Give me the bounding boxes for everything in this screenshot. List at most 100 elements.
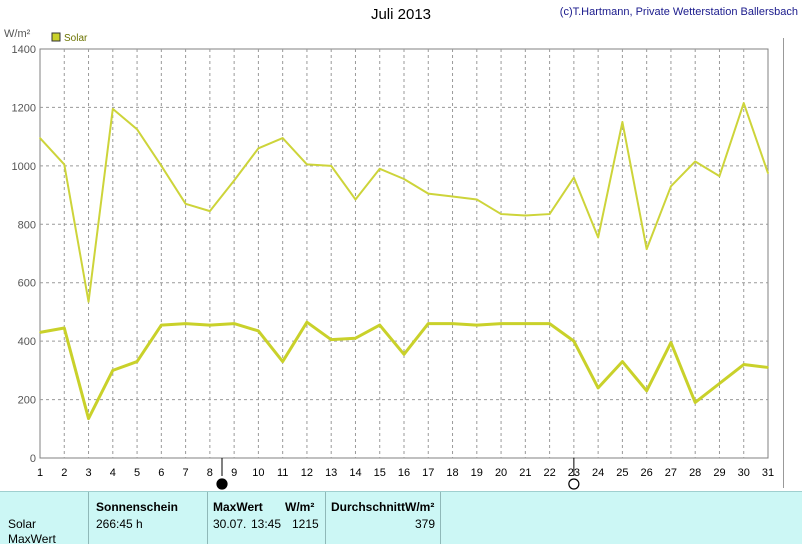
data-point-max [621,121,624,123]
max-date: 30.07. [213,517,247,531]
x-tick-label: 14 [349,467,361,479]
data-point-max [39,137,41,139]
x-tick-label: 26 [641,467,653,479]
x-tick-label: 12 [301,467,313,479]
stats-panel: Sonnenschein MaxWert W/m² DurchschnittW/… [0,491,802,546]
open-circle-marker [568,478,580,490]
x-tick-label: 19 [471,467,483,479]
x-tick-label: 1 [37,467,43,479]
x-tick-label: 5 [134,467,140,479]
filled-circle-marker [216,478,228,490]
data-point-max [63,163,66,166]
data-point-avg [718,382,721,385]
data-point-avg [378,324,381,326]
x-tick-label: 20 [495,467,507,479]
x-tick-label: 10 [252,467,264,479]
data-point-avg [209,324,211,326]
header-durchschnitt: DurchschnittW/m² [331,500,435,514]
row-label-solar: Solar [8,517,37,531]
data-point-max [354,198,357,201]
data-point-max [597,236,599,239]
data-point-avg [767,366,769,369]
column-divider [325,492,326,544]
data-point-avg [427,322,430,325]
data-point-avg [694,401,696,404]
x-tick-label: 3 [85,467,91,479]
data-point-max [524,214,527,217]
data-point-max [573,176,575,179]
data-point-max [670,185,672,188]
data-point-avg [184,322,187,325]
data-point-max [767,172,769,174]
data-point-avg [742,363,745,366]
x-tick-label: 2 [61,467,67,479]
data-point-avg [136,360,138,363]
x-tick-label: 7 [183,467,189,479]
y-tick-label: 800 [18,219,36,231]
data-point-avg [257,330,260,332]
x-tick-label: 15 [374,467,386,479]
data-point-max [306,163,308,166]
data-point-max [451,195,454,198]
data-point-max [160,165,163,167]
x-tick-label: 29 [713,467,725,479]
data-point-avg [670,341,672,344]
data-point-max [378,167,381,170]
x-tick-label: 24 [592,467,604,479]
x-tick-label: 25 [616,467,628,479]
data-point-avg [39,331,41,334]
data-point-avg [403,353,405,356]
data-point-avg [306,321,308,323]
x-tick-label: 21 [519,467,531,479]
legend-label: Solar [64,33,88,44]
avg-value: 379 [415,517,436,531]
x-tick-label: 6 [158,467,164,479]
data-point-avg [354,337,357,340]
y-tick-label: 400 [18,336,36,348]
column-divider [207,492,208,544]
data-point-max [500,213,502,215]
data-point-avg [281,360,284,363]
y-tick-label: 1400 [12,44,36,56]
scrollbar[interactable] [783,38,794,488]
data-point-max [184,203,187,205]
column-divider [88,492,89,544]
data-point-max [718,175,721,177]
header-maxwert: MaxWert [213,500,263,514]
max-time: 13:45 [251,517,282,531]
data-point-avg [63,327,66,329]
data-point-avg [233,322,235,325]
x-tick-label: 9 [231,467,237,479]
data-point-avg [330,338,333,341]
data-point-max [209,210,211,212]
data-point-max [87,300,90,303]
data-point-max [403,178,405,180]
x-tick-label: 30 [738,467,750,479]
column-divider [440,492,441,544]
x-tick-label: 4 [110,467,116,479]
x-tick-label: 22 [543,467,555,479]
data-point-avg [451,322,454,325]
data-point-max [233,179,235,182]
x-tick-label: 16 [398,467,410,479]
y-tick-label: 600 [18,278,36,290]
data-point-avg [500,322,502,325]
data-point-max [281,137,284,139]
x-tick-label: 31 [762,467,774,479]
sonnenschein-value: 266:45 h [96,517,143,531]
data-point-max [330,165,333,167]
row-label-maxwert: MaxWert [8,532,56,546]
x-tick-label: 18 [446,467,458,479]
x-tick-label: 17 [422,467,434,479]
y-tick-label: 1000 [12,161,36,173]
header-unit: W/m² [285,500,315,514]
data-point-avg [597,387,599,389]
data-point-max [548,213,551,215]
chart-title: Juli 2013 [370,6,432,23]
data-point-max [257,147,260,150]
y-axis-label: W/m² [4,28,31,40]
x-tick-label: 27 [665,467,677,479]
data-point-max [742,102,745,104]
data-point-max [136,128,138,131]
